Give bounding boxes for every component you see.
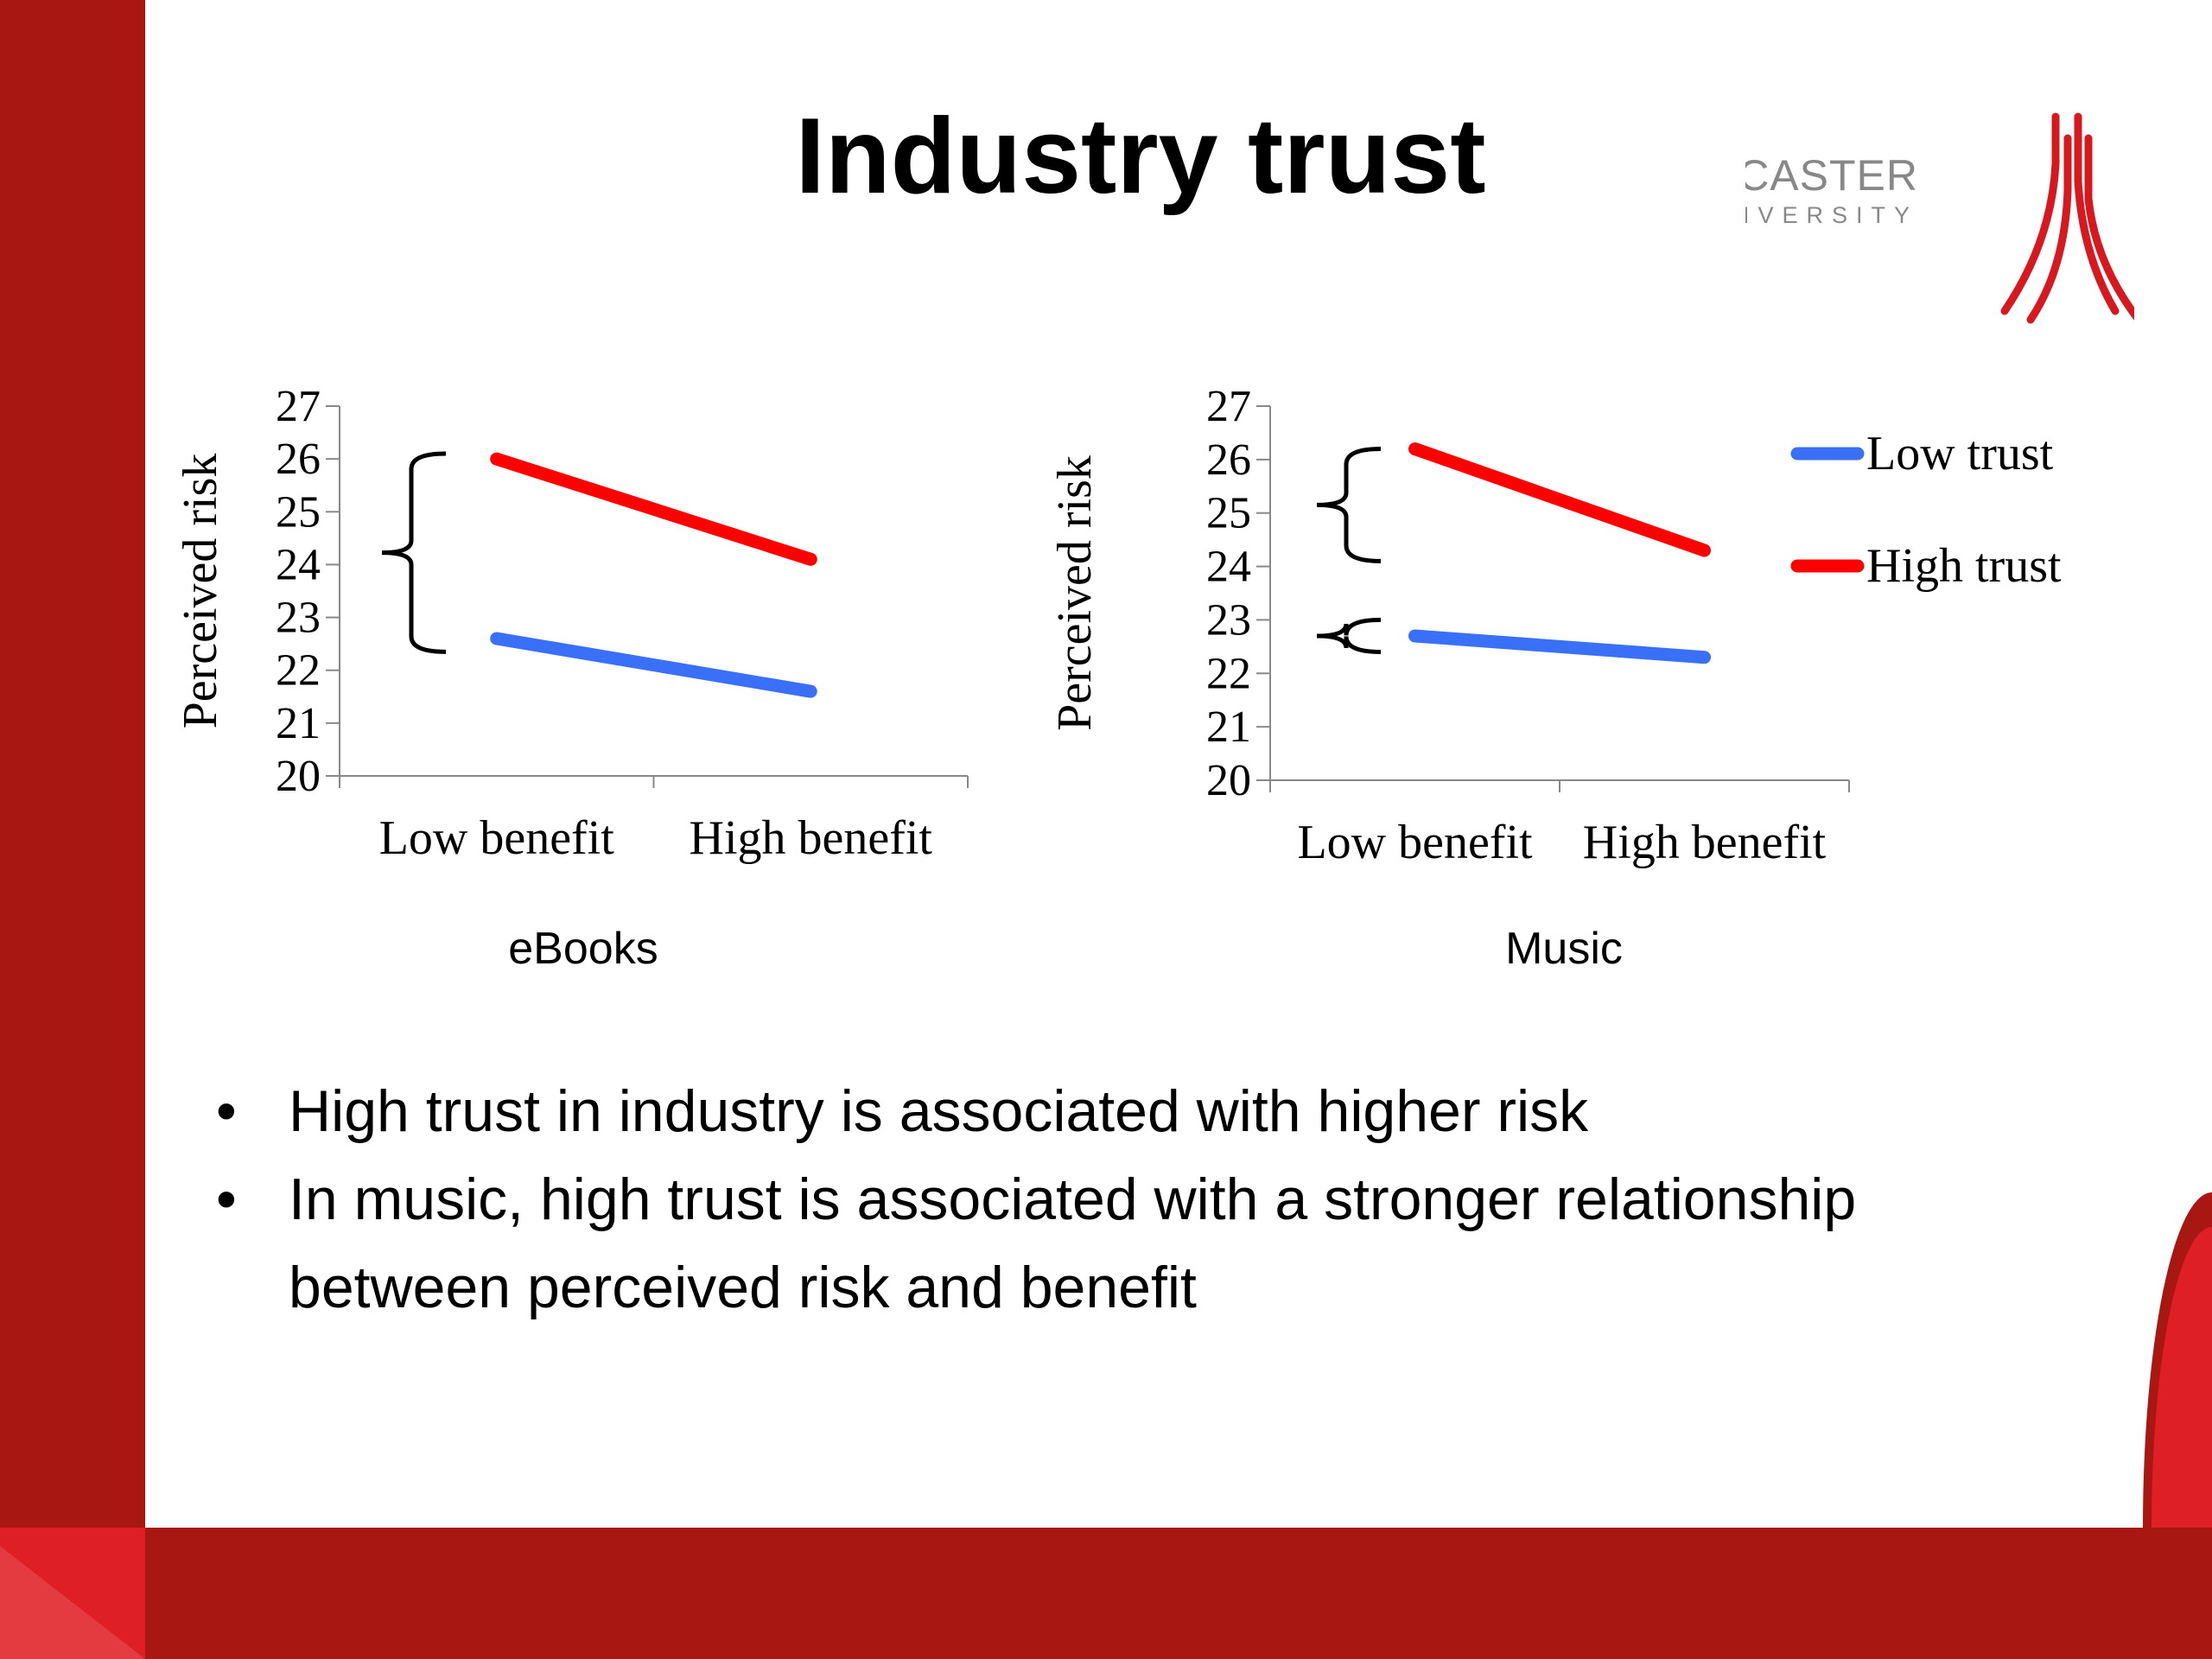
y-tick-label: 22 (1206, 649, 1251, 698)
x-tick-label: Low benefit (379, 811, 615, 865)
left-red-band (0, 0, 145, 1659)
logo-subname: UNIVERSITY (1745, 202, 1918, 228)
right-swoosh-accent (2152, 1227, 2212, 1528)
y-tick-label: 25 (1206, 489, 1251, 538)
bullet-list: High trust in industry is associated wit… (216, 1067, 1944, 1332)
y-tick-label: 27 (1206, 382, 1251, 431)
x-tick-label: High benefit (690, 811, 933, 865)
y-tick-label: 23 (1206, 595, 1251, 645)
low-trust-line (1408, 629, 1711, 664)
x-tick-label: Low benefit (1297, 816, 1533, 869)
y-tick-label: 22 (276, 646, 321, 696)
y-axis-label: Perceived risk (1048, 455, 1102, 731)
y-tick-label: 20 (276, 752, 321, 801)
difference-brace (381, 451, 447, 654)
difference-brace (1316, 617, 1382, 655)
bullet-item: High trust in industry is associated wit… (216, 1067, 1944, 1155)
logo-name: LANCASTER (1745, 151, 1918, 200)
y-tick-label: 26 (276, 435, 321, 484)
legend-label: High trust (1866, 539, 2062, 593)
low-trust-line (490, 632, 817, 698)
high-trust-line (1408, 442, 1711, 557)
y-tick-label: 20 (1206, 756, 1251, 805)
music-caption: Music (1505, 924, 1623, 974)
ebooks-caption: eBooks (508, 924, 658, 974)
y-tick-label: 21 (1206, 702, 1251, 752)
y-tick-label: 26 (1206, 435, 1251, 485)
slide-title: Industry trust (795, 97, 1486, 216)
y-tick-label: 24 (276, 540, 321, 589)
y-tick-label: 24 (1206, 543, 1251, 592)
lancaster-university-logo: LANCASTER UNIVERSITY (1745, 112, 2134, 324)
logo-emblem (2000, 112, 2134, 324)
difference-brace (1316, 446, 1382, 563)
y-tick-label: 27 (276, 382, 321, 431)
bottom-red-band (0, 1528, 2212, 1659)
y-tick-label: 23 (276, 594, 321, 643)
high-trust-line (490, 452, 817, 566)
x-tick-label: High benefit (1583, 816, 1827, 869)
y-tick-label: 25 (276, 487, 321, 537)
legend-label: Low trust (1866, 427, 2054, 480)
bullet-item: In music, high trust is associated with … (216, 1155, 1944, 1332)
y-tick-label: 21 (276, 699, 321, 748)
y-axis-label: Perceived risk (174, 454, 227, 729)
